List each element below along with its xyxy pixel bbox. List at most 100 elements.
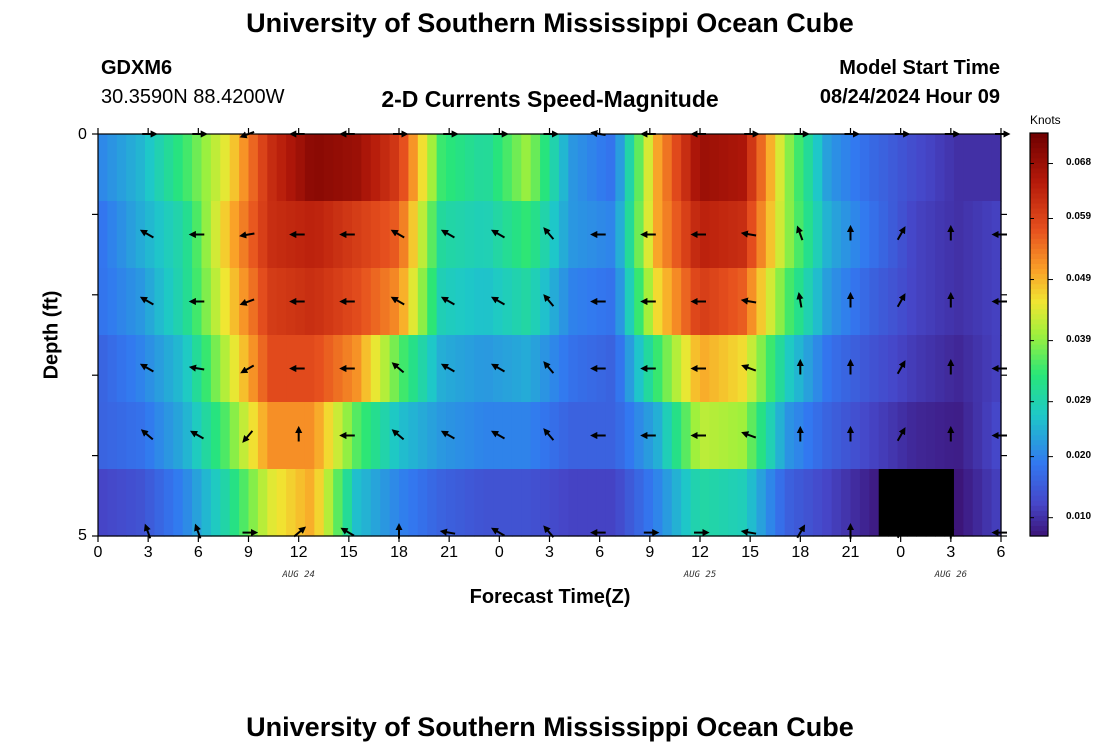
heatmap-cell xyxy=(925,335,936,403)
heatmap-cell xyxy=(605,201,616,269)
heatmap-cell xyxy=(210,402,221,470)
heatmap-cell xyxy=(794,134,805,202)
heatmap-cell xyxy=(135,201,146,269)
heatmap-cell xyxy=(709,201,720,269)
heatmap-cell xyxy=(314,134,325,202)
heatmap-cell xyxy=(624,134,635,202)
heatmap-cell xyxy=(972,402,983,470)
heatmap-cell xyxy=(963,201,974,269)
heatmap-cell xyxy=(944,134,955,202)
heatmap-cell xyxy=(464,134,475,202)
heatmap-cell xyxy=(615,402,626,470)
colorbar-segment xyxy=(1030,158,1048,164)
heatmap-cell xyxy=(98,402,109,470)
heatmap-cell xyxy=(671,134,682,202)
heatmap-cell xyxy=(361,469,372,537)
current-arrow xyxy=(239,298,255,306)
colorbar-segment xyxy=(1030,314,1048,320)
heatmap-cell xyxy=(304,402,315,470)
heatmap-cell xyxy=(511,201,522,269)
heatmap-cell xyxy=(831,201,842,269)
heatmap-cell xyxy=(850,335,861,403)
colorbar-segment xyxy=(1030,148,1048,154)
heatmap-cell xyxy=(135,469,146,537)
heatmap-cell xyxy=(145,469,156,537)
heatmap-cell xyxy=(483,335,494,403)
heatmap-cell xyxy=(323,134,334,202)
heatmap-cell xyxy=(671,469,682,537)
heatmap-cell xyxy=(201,201,212,269)
heatmap-cell xyxy=(652,134,663,202)
model-start-time: 08/24/2024 Hour 09 xyxy=(819,86,1000,108)
heatmap-cell xyxy=(248,469,259,537)
colorbar-segment xyxy=(1030,143,1048,149)
colorbar-segment xyxy=(1030,243,1048,250)
current-arrow xyxy=(390,296,405,306)
heatmap-cell xyxy=(248,335,259,403)
colorbar-segment xyxy=(1030,505,1048,512)
heatmap-cell xyxy=(662,134,673,202)
heatmap-cell xyxy=(511,469,522,537)
heatmap-cell xyxy=(417,335,428,403)
heatmap-cell xyxy=(163,402,174,470)
heatmap-cell xyxy=(615,469,626,537)
heatmap-cell xyxy=(605,335,616,403)
colorbar-segment xyxy=(1030,425,1048,431)
x-tick-label: 18 xyxy=(791,544,810,561)
heatmap-cell xyxy=(587,469,598,537)
heatmap-cell xyxy=(173,268,184,336)
heatmap-cell xyxy=(850,201,861,269)
heatmap-cell xyxy=(154,335,165,403)
heatmap-cell xyxy=(718,335,729,403)
colorbar-segment xyxy=(1030,480,1048,487)
heatmap-cell xyxy=(163,469,174,537)
heatmap-cell xyxy=(925,134,936,202)
colorbar-segment xyxy=(1030,490,1048,497)
heatmap-cell xyxy=(972,335,983,403)
heatmap-cell xyxy=(229,402,240,470)
heatmap-cell xyxy=(323,402,334,470)
heatmap-cell xyxy=(803,402,814,470)
heatmap-cell xyxy=(700,134,711,202)
heatmap-cell xyxy=(982,402,993,470)
colorbar-segment xyxy=(1030,193,1048,200)
heatmap-cell xyxy=(511,402,522,470)
heatmap-cell xyxy=(972,201,983,269)
heatmap-cell xyxy=(436,469,447,537)
heatmap-cell xyxy=(276,402,287,470)
heatmap-cell xyxy=(822,335,833,403)
heatmap-cell xyxy=(370,134,381,202)
heatmap-cell xyxy=(530,134,541,202)
x-tick-label: 6 xyxy=(193,544,203,561)
heatmap-cell xyxy=(615,201,626,269)
current-arrow xyxy=(140,429,154,441)
heatmap xyxy=(98,134,1002,537)
heatmap-cell xyxy=(220,268,231,336)
chart-title-bottom: University of Southern Mississippi Ocean… xyxy=(246,712,854,742)
heatmap-cell xyxy=(257,268,268,336)
heatmap-cell xyxy=(878,335,889,403)
heatmap-cell xyxy=(812,201,823,269)
heatmap-cell xyxy=(982,469,993,537)
colorbar-segment xyxy=(1030,304,1048,310)
heatmap-cell xyxy=(831,268,842,336)
current-arrows xyxy=(139,130,1011,539)
heatmap-cell xyxy=(558,335,569,403)
heatmap-cell xyxy=(756,402,767,470)
heatmap-cell xyxy=(624,335,635,403)
heatmap-cell xyxy=(483,201,494,269)
heatmap-cell xyxy=(728,134,739,202)
heatmap-cell xyxy=(126,201,137,269)
heatmap-cell xyxy=(944,469,955,537)
heatmap-cell xyxy=(850,134,861,202)
heatmap-cell xyxy=(192,134,203,202)
heatmap-cell xyxy=(953,134,964,202)
heatmap-cell xyxy=(737,335,748,403)
heatmap-cell xyxy=(239,469,250,537)
colorbar-segment xyxy=(1030,138,1048,144)
heatmap-cell xyxy=(897,469,908,537)
colorbar-segment xyxy=(1030,465,1048,472)
heatmap-cell xyxy=(276,268,287,336)
heatmap-cell xyxy=(521,469,532,537)
colorbar-frame xyxy=(1029,132,1049,537)
